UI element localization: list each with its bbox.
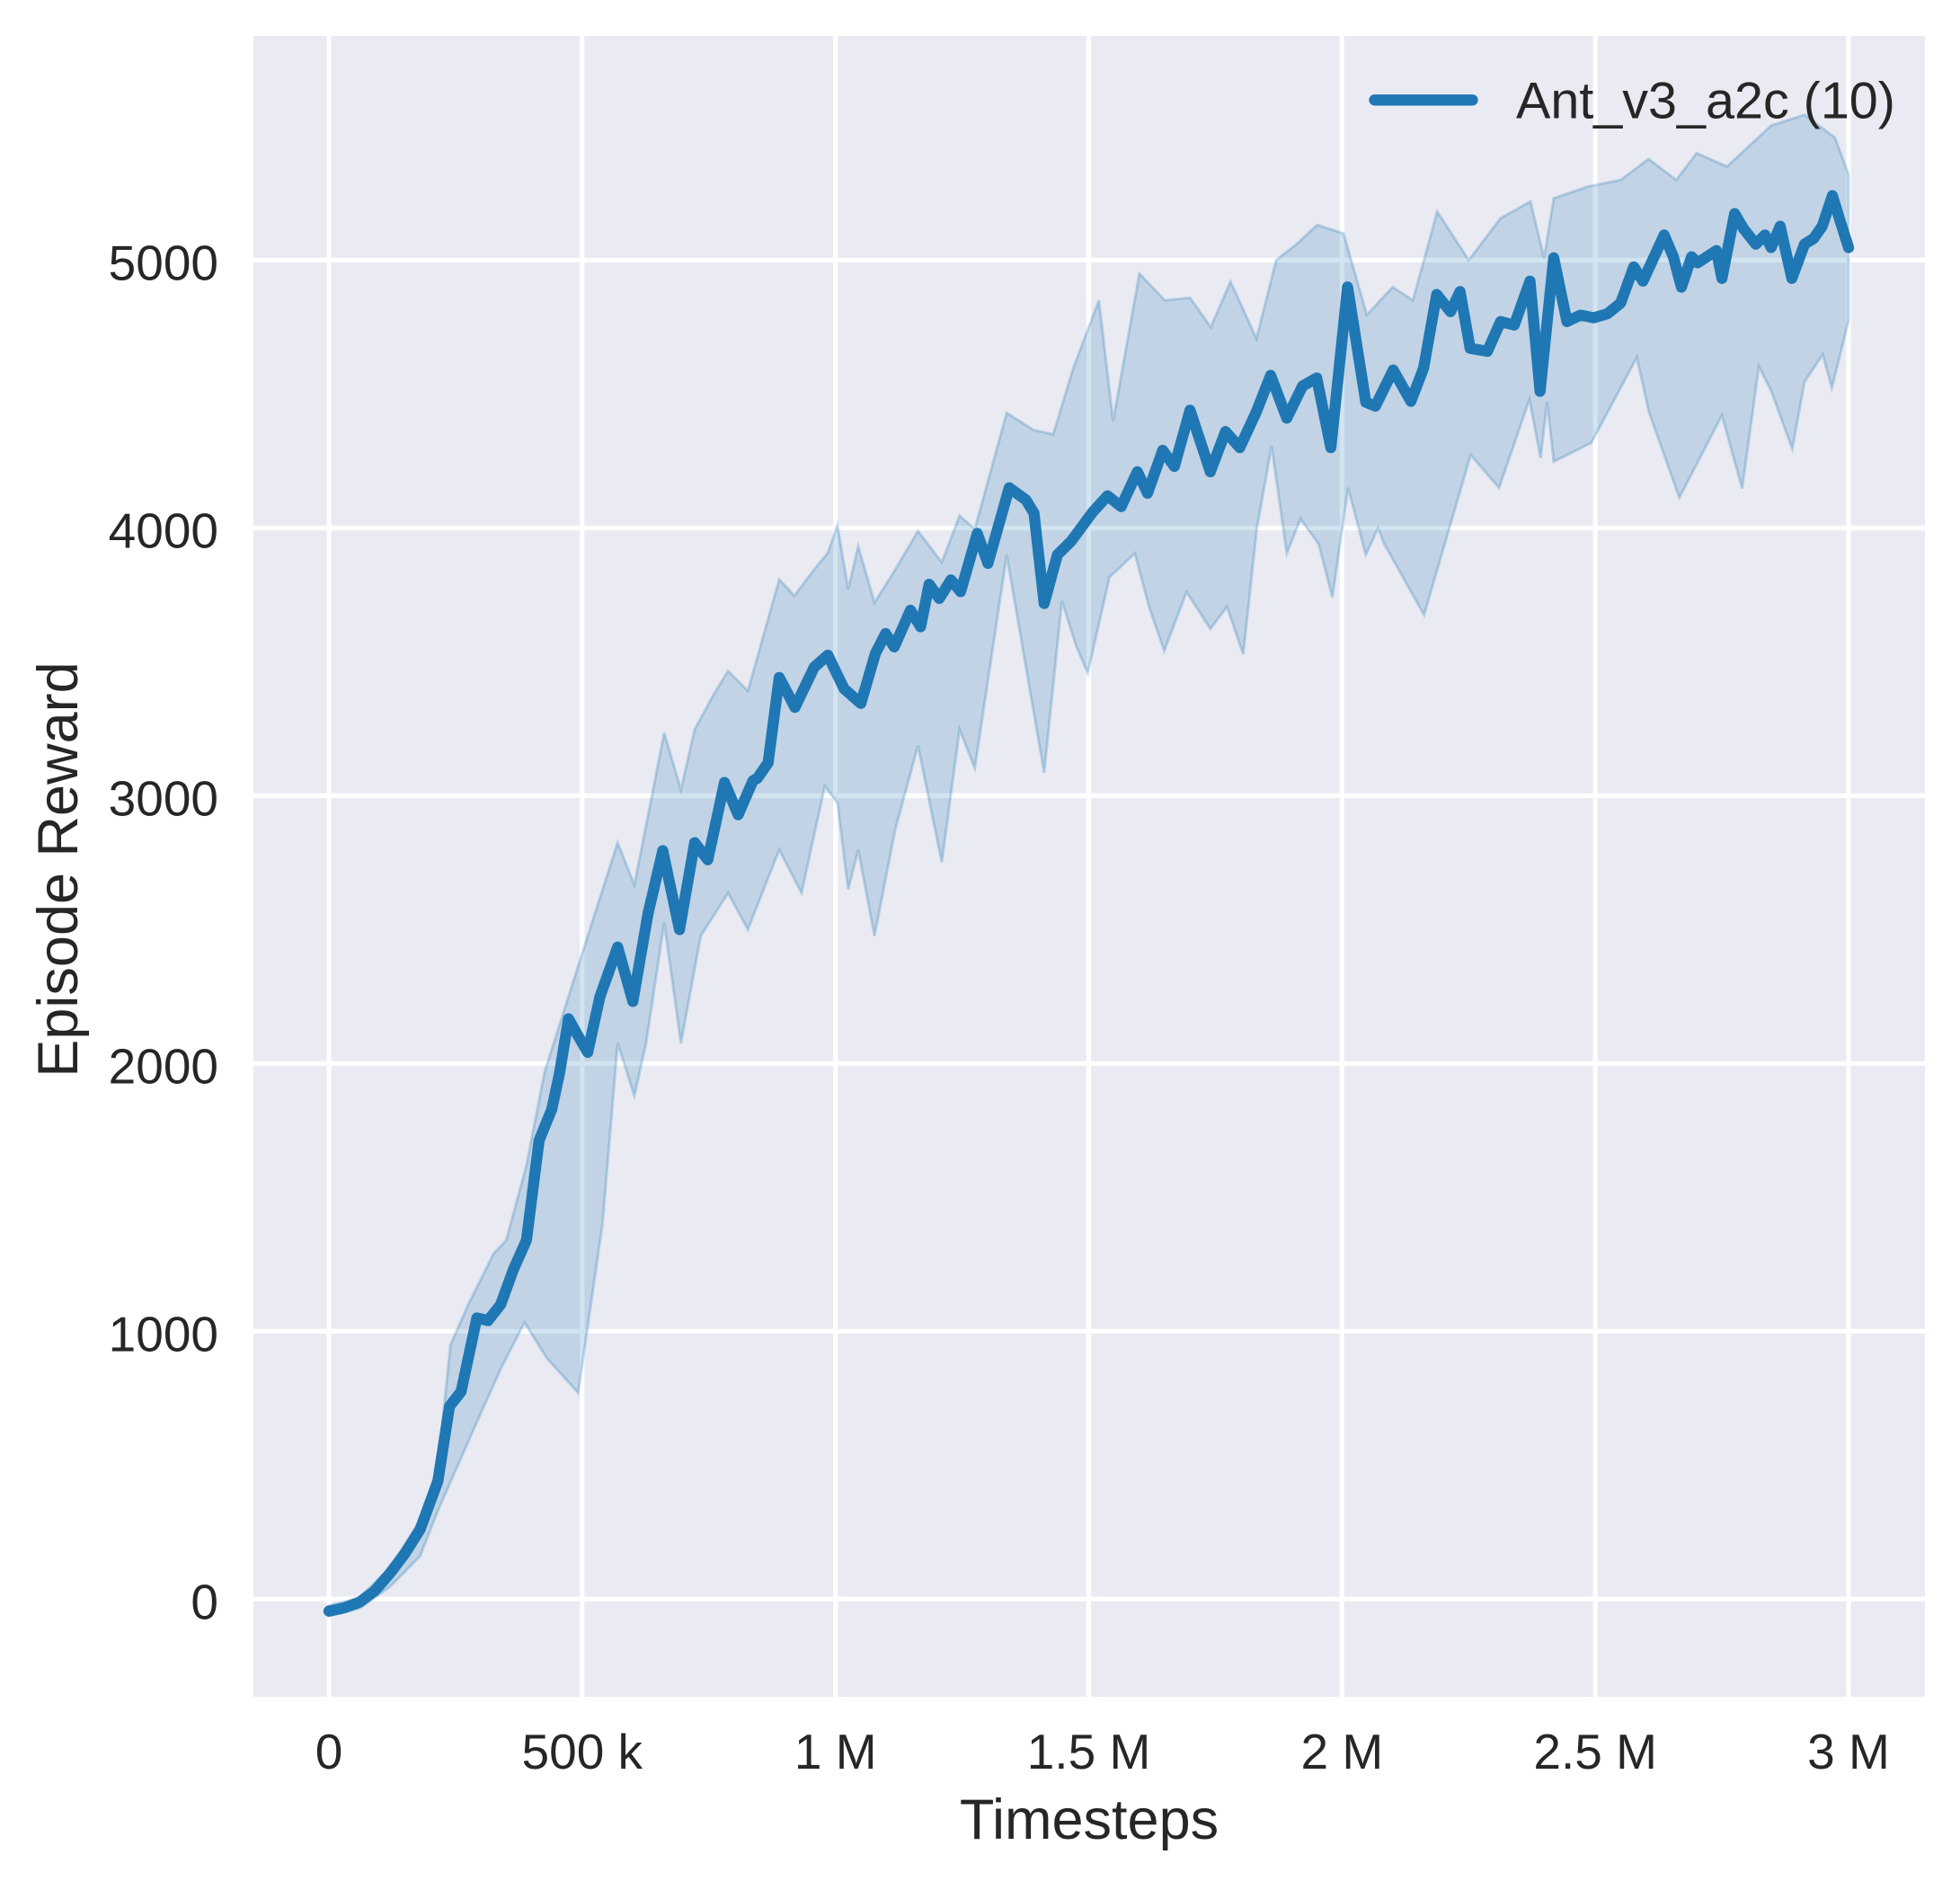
svg-text:Timesteps: Timesteps <box>960 1788 1219 1851</box>
svg-text:1 M: 1 M <box>794 1724 877 1779</box>
svg-text:1000: 1000 <box>109 1306 218 1362</box>
svg-text:5000: 5000 <box>109 235 218 291</box>
svg-text:3 M: 3 M <box>1807 1724 1890 1779</box>
svg-text:Episode Reward: Episode Reward <box>27 661 90 1077</box>
svg-text:1.5 M: 1.5 M <box>1027 1724 1151 1779</box>
svg-text:2 M: 2 M <box>1300 1724 1383 1779</box>
svg-text:500 k: 500 k <box>522 1724 643 1779</box>
svg-text:0: 0 <box>191 1574 218 1629</box>
svg-text:2.5 M: 2.5 M <box>1533 1724 1657 1779</box>
svg-text:0: 0 <box>315 1724 343 1779</box>
svg-text:3000: 3000 <box>109 770 218 826</box>
svg-text:4000: 4000 <box>109 503 218 559</box>
svg-text:Ant_v3_a2c (10): Ant_v3_a2c (10) <box>1516 73 1895 130</box>
svg-text:2000: 2000 <box>109 1038 218 1094</box>
